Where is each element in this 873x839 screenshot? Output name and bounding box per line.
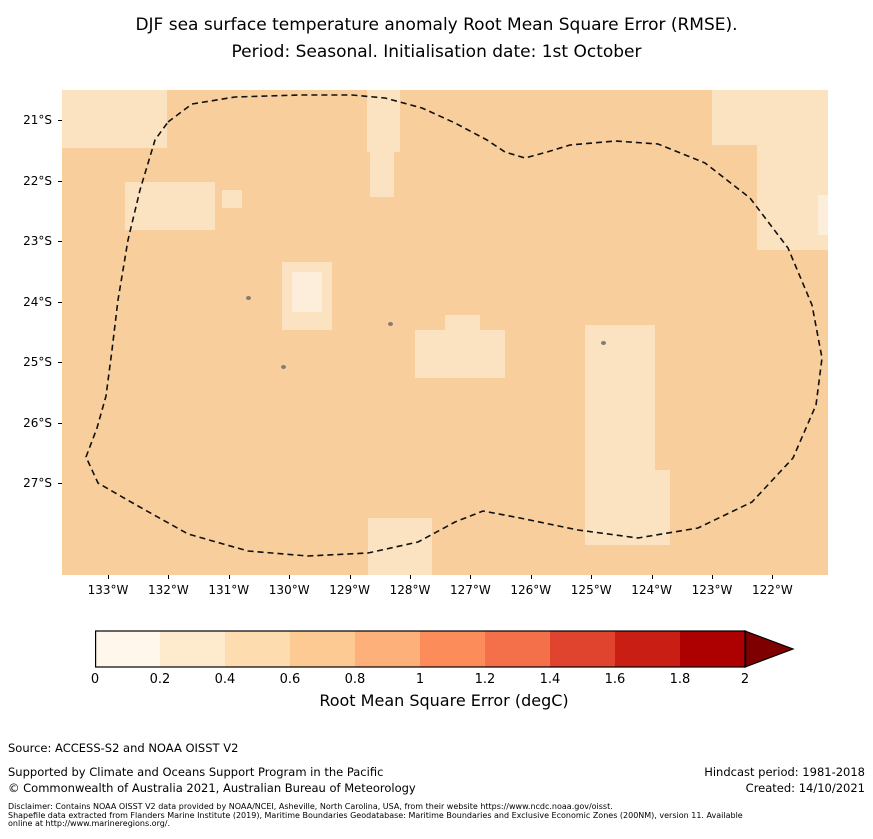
- disclaimer-text: Disclaimer: Contains NOAA OISST V2 data …: [8, 802, 868, 829]
- colorbar-label: Root Mean Square Error (degC): [319, 691, 569, 710]
- low-rmse-patch: [370, 152, 394, 197]
- y-tick-mark: [58, 422, 62, 424]
- x-tick-mark: [168, 575, 170, 579]
- rmse-patch-layer: [62, 90, 828, 575]
- x-tick-label: 129°W: [329, 583, 370, 597]
- y-tick-mark: [58, 301, 62, 303]
- y-tick-label: 27°S: [23, 476, 52, 490]
- x-tick-label: 132°W: [148, 583, 189, 597]
- colorbar-segment: [485, 631, 550, 667]
- colorbar-tick-label: 0.4: [214, 672, 236, 687]
- low-rmse-patch: [62, 90, 167, 148]
- copyright-text: © Commonwealth of Australia 2021, Austra…: [8, 781, 416, 795]
- y-tick-label: 26°S: [23, 415, 52, 430]
- colorbar-segment: [420, 631, 485, 667]
- disclaimer-line1: Disclaimer: Contains NOAA OISST V2 data …: [8, 802, 613, 811]
- colorbar-over-arrow: [744, 630, 795, 668]
- x-tick-mark: [772, 575, 774, 579]
- x-tick-label: 127°W: [450, 583, 491, 597]
- chart-title-line2: Period: Seasonal. Initialisation date: 1…: [231, 42, 642, 62]
- colorbar-tick-label: 1.6: [604, 672, 626, 687]
- disclaimer-line3: online at http://www.marineregions.org/.: [8, 819, 171, 828]
- island-dot: [388, 322, 393, 326]
- colorbar-segment: [160, 631, 225, 667]
- colorbar-segment: [225, 631, 290, 667]
- x-tick-mark: [108, 575, 109, 579]
- x-tick-label: 133°W: [87, 583, 129, 597]
- x-tick-label: 128°W: [389, 583, 431, 597]
- low-rmse-patch: [818, 195, 828, 235]
- y-tick-label: 22°S: [23, 173, 52, 188]
- supported-by-text: Supported by Climate and Oceans Support …: [8, 765, 384, 779]
- colorbar-tick-label: 0: [90, 672, 100, 687]
- x-tick-mark: [349, 575, 351, 579]
- y-tick-label: 24°S: [23, 294, 52, 309]
- colorbar-tick-label: 0.2: [149, 672, 171, 687]
- x-tick-label: 122°W: [752, 583, 793, 597]
- y-tick-mark: [58, 483, 62, 484]
- x-tick-label: 125°W: [570, 583, 612, 597]
- x-axis: 133°W 132°W 131°W 130°W 129°W 128°W 127°W 126°W…: [62, 575, 828, 605]
- low-rmse-patch: [585, 325, 655, 475]
- colorbar-segment: [680, 631, 745, 667]
- y-tick-label: 25°S: [23, 355, 52, 369]
- eez-boundary-svg: [85, 94, 823, 557]
- colorbar-tick-label: 0.8: [344, 672, 366, 687]
- low-rmse-patch: [712, 90, 828, 145]
- x-tick-label: 126°W: [510, 583, 552, 597]
- y-tick-mark: [58, 241, 62, 242]
- eez-boundary-path: [85, 94, 823, 557]
- disclaimer-line2: Shapefile data extracted from Flanders M…: [8, 810, 743, 820]
- source-text: Source: ACCESS-S2 and NOAA OISST V2: [8, 741, 239, 755]
- x-tick-mark: [410, 575, 411, 579]
- colorbar-segment: [290, 631, 355, 667]
- x-tick-label: 124°W: [631, 583, 672, 597]
- x-tick-label: 131°W: [208, 583, 250, 597]
- colorbar-tick-label: 1.4: [539, 672, 561, 687]
- x-tick-mark: [651, 575, 653, 579]
- x-tick-mark: [289, 575, 291, 579]
- low-rmse-patch: [292, 272, 322, 312]
- x-tick-mark: [470, 575, 472, 579]
- hindcast-period-text: Hindcast period: 1981-2018: [704, 765, 865, 779]
- island-dot: [601, 341, 606, 345]
- low-rmse-patch: [445, 315, 480, 330]
- colorbar-tick-label: 0.6: [279, 672, 301, 687]
- y-tick-mark: [58, 120, 62, 121]
- colorbar-segment: [355, 631, 420, 667]
- y-axis: 21°S 22°S 23°S 24°S 25°S 26°S 27°S: [0, 90, 62, 575]
- y-tick-label: 23°S: [23, 234, 52, 248]
- colorbar-tick-label: 1.8: [669, 672, 691, 687]
- x-tick-mark: [228, 575, 230, 579]
- y-tick-mark: [58, 180, 62, 182]
- low-rmse-patch: [222, 190, 242, 208]
- y-tick-label: 21°S: [23, 113, 52, 127]
- colorbar-segment: [550, 631, 615, 667]
- x-tick-mark: [530, 575, 532, 579]
- colorbar-tick-label: 2: [740, 672, 750, 687]
- x-tick-label: 123°W: [691, 583, 733, 597]
- colorbar-segment: [615, 631, 680, 667]
- colorbar: [95, 630, 795, 669]
- colorbar-outline: [95, 630, 747, 668]
- colorbar-segment: [95, 631, 160, 667]
- created-date-text: Created: 14/10/2021: [745, 781, 865, 795]
- low-rmse-patch: [757, 140, 828, 250]
- x-tick-mark: [712, 575, 713, 579]
- island-dot: [281, 365, 286, 369]
- map-area: [62, 90, 828, 575]
- colorbar-tick-label: 1.2: [474, 672, 496, 687]
- colorbar-tick-label: 1: [415, 672, 425, 687]
- colorbar-svg: [95, 630, 795, 668]
- low-rmse-patch: [415, 330, 505, 378]
- x-tick-mark: [591, 575, 593, 579]
- y-tick-mark: [58, 362, 62, 363]
- chart-title-line1: DJF sea surface temperature anomaly Root…: [135, 15, 738, 35]
- island-dot: [246, 296, 251, 300]
- x-tick-label: 130°W: [268, 583, 310, 597]
- colorbar-ticks: 0 0.2 0.4 0.6 0.8 1 1.2 1.4 1.6 1.8 2: [91, 672, 755, 690]
- chart-title: DJF sea surface temperature anomaly Root…: [0, 12, 873, 66]
